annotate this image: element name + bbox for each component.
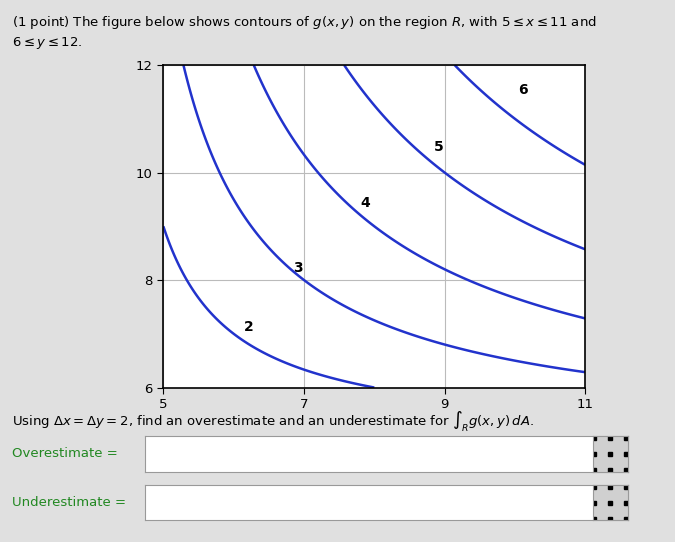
Text: Underestimate =: Underestimate = bbox=[12, 496, 126, 509]
Text: 6: 6 bbox=[518, 83, 528, 98]
Text: 5: 5 bbox=[434, 140, 443, 154]
Text: Overestimate =: Overestimate = bbox=[12, 447, 118, 460]
Text: 3: 3 bbox=[294, 261, 303, 275]
Text: 4: 4 bbox=[360, 196, 370, 210]
Text: Using $\Delta x = \Delta y = 2$, find an overestimate and an underestimate for $: Using $\Delta x = \Delta y = 2$, find an… bbox=[12, 409, 534, 434]
Text: 2: 2 bbox=[244, 320, 254, 334]
Text: (1 point) The figure below shows contours of $g(x, y)$ on the region $R$, with $: (1 point) The figure below shows contour… bbox=[12, 14, 597, 30]
Text: $6 \leq y \leq 12$.: $6 \leq y \leq 12$. bbox=[12, 35, 82, 51]
